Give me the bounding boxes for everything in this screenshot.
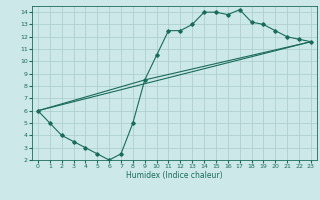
X-axis label: Humidex (Indice chaleur): Humidex (Indice chaleur) xyxy=(126,171,223,180)
